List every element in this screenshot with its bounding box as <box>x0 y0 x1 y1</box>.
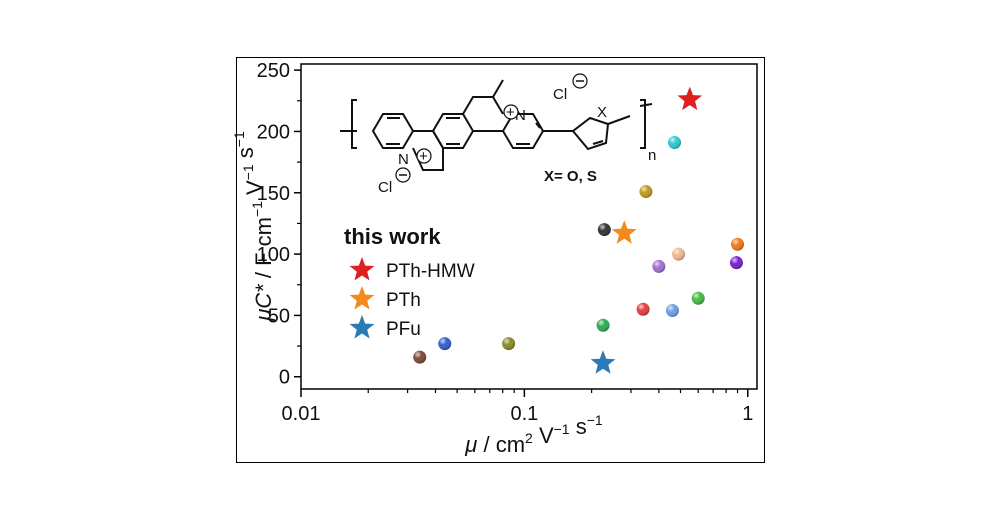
y-tick-label: 200 <box>257 121 290 143</box>
data-point <box>438 337 452 351</box>
y-tick-label: 250 <box>257 60 290 82</box>
data-point-pfu <box>590 350 616 374</box>
data-point <box>729 256 743 270</box>
data-point-pth <box>611 220 637 244</box>
nitrogen-label-top: N <box>515 107 526 124</box>
legend-title: this work <box>344 224 441 249</box>
legend-label: PFu <box>386 319 421 340</box>
chemical-structure <box>340 79 653 171</box>
legend-label: PTh-HMW <box>386 261 475 282</box>
data-point <box>502 337 516 351</box>
substituent-note: X= O, S <box>544 168 597 185</box>
literature-points <box>413 135 745 364</box>
data-point <box>668 135 682 149</box>
y-tick-label: 50 <box>268 305 290 327</box>
structure-labels: N + Cl N + Cl X n X= O, S <box>378 73 656 196</box>
data-point <box>596 318 610 332</box>
y-tick-label: 100 <box>257 244 290 266</box>
svg-text:+: + <box>506 104 515 121</box>
x-tick-label: 0.1 <box>510 403 538 425</box>
data-point <box>731 237 745 251</box>
data-point <box>639 185 653 199</box>
legend-star-icon <box>349 286 375 310</box>
y-axis: 0 50 100 150 200 250 <box>257 60 301 389</box>
nitrogen-label-bottom: N <box>398 151 409 168</box>
data-point <box>665 304 679 318</box>
x-axis: 0.01 0.1 1 <box>282 389 753 425</box>
legend-label: PTh <box>386 290 421 311</box>
data-point <box>672 247 686 261</box>
repeat-subscript: n <box>648 147 656 164</box>
data-point-pth-hmw <box>677 86 703 111</box>
x-tick-label: 1 <box>742 403 753 425</box>
legend-star-icon <box>349 257 375 281</box>
x-axis-title: μ / cm2 V−1 s−1 <box>464 412 603 457</box>
chloride-label-top: Cl <box>553 86 567 103</box>
y-tick-label: 150 <box>257 183 290 205</box>
this-work-points <box>590 86 703 374</box>
legend: this work PTh-HMW PTh PFu <box>344 224 475 340</box>
legend-entry: PTh <box>349 286 421 311</box>
chloride-label-bottom: Cl <box>378 179 392 196</box>
plot-area <box>300 63 758 390</box>
data-point <box>413 350 427 364</box>
y-tick-label: 0 <box>279 367 290 389</box>
legend-star-icon <box>349 315 375 339</box>
y-axis-title: μC* / F cm−1 V−1 s−1 <box>231 131 276 322</box>
legend-entry: PTh-HMW <box>349 257 475 282</box>
x-tick-label: 0.01 <box>282 403 321 425</box>
data-point <box>597 223 611 237</box>
svg-text:+: + <box>419 148 428 165</box>
data-point <box>652 259 666 273</box>
positive-charge-icon <box>416 148 432 164</box>
heteroatom-label: X <box>597 104 607 121</box>
data-point <box>636 302 650 316</box>
positive-charge-icon <box>503 104 519 120</box>
data-point <box>691 291 705 305</box>
legend-entry: PFu <box>349 315 421 340</box>
